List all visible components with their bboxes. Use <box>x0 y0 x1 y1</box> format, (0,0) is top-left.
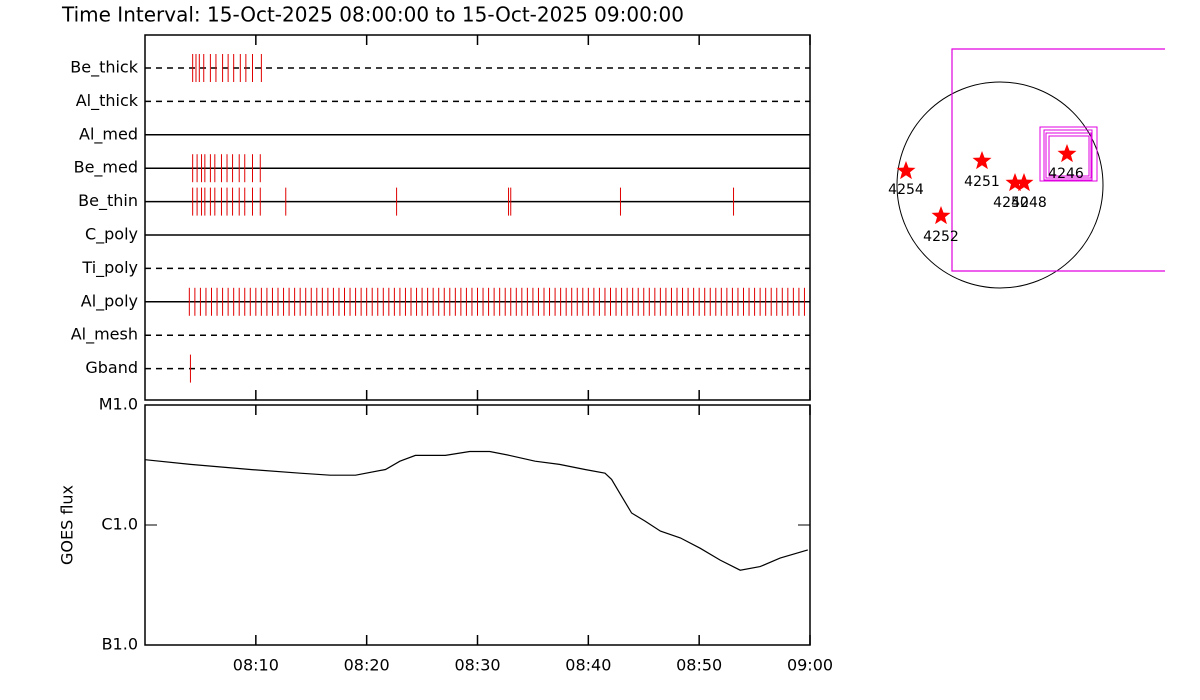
region-label: 4246 <box>1048 166 1084 182</box>
field-of-view <box>1048 135 1090 177</box>
row-label: Be_thick <box>70 58 138 78</box>
region-star <box>896 161 916 180</box>
y-tick-label: C1.0 <box>101 515 138 534</box>
row-label: C_poly <box>85 225 138 245</box>
x-tick-label: 08:40 <box>565 656 611 675</box>
row-label: Al_med <box>79 124 138 144</box>
row-label: Al_poly <box>81 291 138 311</box>
solar-disk <box>896 81 1104 289</box>
region-star <box>931 206 951 225</box>
chart-title: Time Interval: 15-Oct-2025 08:00:00 to 1… <box>61 3 684 27</box>
x-tick-label: 08:10 <box>233 656 279 675</box>
y-axis-label: GOES flux <box>58 485 77 565</box>
region-label: 4254 <box>888 182 924 198</box>
field-of-view <box>1045 132 1092 179</box>
region-label: 4251 <box>964 174 1000 190</box>
region-label: 4252 <box>923 229 959 245</box>
region-label: 4250 <box>993 195 1029 211</box>
row-label: Be_med <box>74 158 138 178</box>
field-of-view <box>1043 129 1093 181</box>
x-tick-label: 08:20 <box>344 656 390 675</box>
region-label: 4248 <box>1011 195 1047 211</box>
timeline-frame <box>144 34 811 401</box>
row-label: Be_thin <box>78 191 138 211</box>
x-tick-label: 09:00 <box>787 656 833 675</box>
x-tick-label: 08:50 <box>676 656 722 675</box>
row-label: Ti_poly <box>81 258 138 278</box>
row-label: Gband <box>85 358 138 377</box>
region-star <box>1057 144 1077 163</box>
row-label: Al_thick <box>76 91 139 111</box>
field-of-view <box>951 48 1165 272</box>
region-star <box>972 151 992 170</box>
sun-map <box>896 48 1165 289</box>
y-tick-label: B1.0 <box>102 635 138 654</box>
region-star <box>1014 173 1034 192</box>
region-star <box>1005 173 1025 192</box>
x-tick-label: 08:30 <box>454 656 500 675</box>
row-label: Al_mesh <box>71 325 138 345</box>
y-tick-label: M1.0 <box>99 395 138 414</box>
goes-curve <box>144 450 808 571</box>
field-of-view <box>1039 126 1098 182</box>
goes-frame <box>144 404 811 646</box>
